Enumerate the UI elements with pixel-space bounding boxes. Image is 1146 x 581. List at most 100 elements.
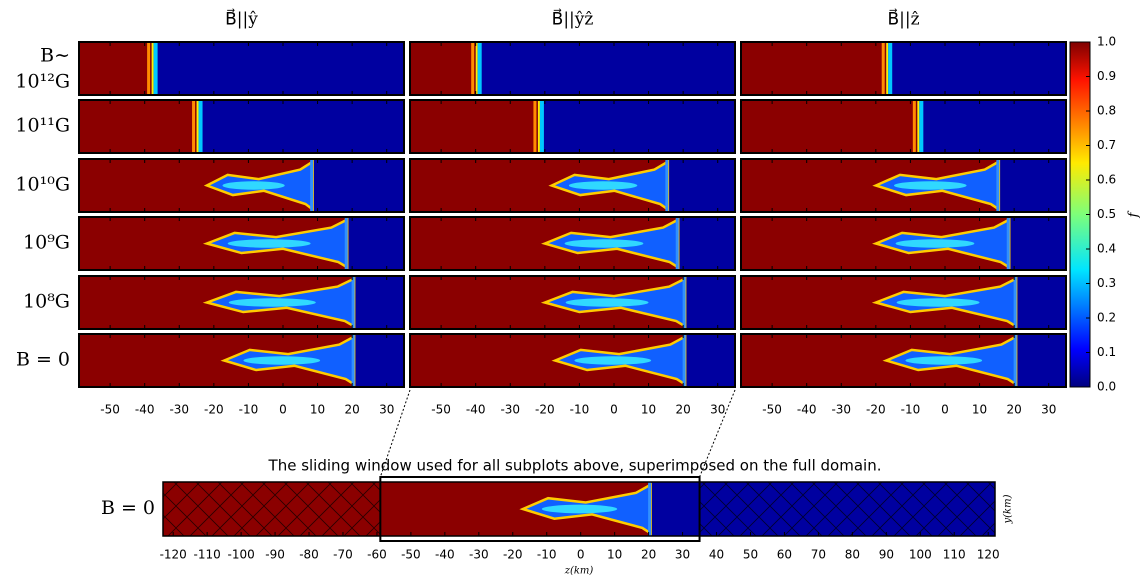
- x-tick-label: -100: [227, 548, 254, 562]
- heatmap-panel: [409, 333, 736, 388]
- finger-core: [222, 181, 285, 190]
- inset-panel: [162, 481, 996, 537]
- region-low: [886, 42, 1066, 95]
- heatmap-panel: [409, 41, 736, 96]
- finger-core: [568, 181, 638, 190]
- x-tick-label: 30: [710, 403, 725, 417]
- heatmap-panel: [78, 275, 405, 330]
- heatmap-field: [410, 276, 735, 329]
- x-tick-label: 0: [941, 403, 949, 417]
- region-low: [683, 334, 735, 387]
- x-tick-label: -40: [135, 403, 155, 417]
- heatmap-field: [741, 100, 1066, 153]
- inset-title: The sliding window used for all subplots…: [268, 457, 882, 475]
- hatch: [699, 482, 995, 536]
- x-tick-label: -50: [431, 403, 451, 417]
- x-tick-label: 10: [310, 403, 325, 417]
- heatmap-field: [741, 42, 1066, 95]
- colorbar-tick-label: 0.5: [1097, 207, 1116, 221]
- heatmap-field: [79, 217, 404, 270]
- x-tick-label: 10: [972, 403, 987, 417]
- x-tick-label: -50: [401, 548, 421, 562]
- heatmap-panel: [78, 333, 405, 388]
- finger-core: [243, 356, 321, 365]
- window-connector: [379, 389, 411, 478]
- finger-core: [565, 298, 649, 307]
- row-label: 10⁹G: [23, 232, 70, 254]
- x-tick-label: -90: [265, 548, 285, 562]
- x-tick-label: -30: [500, 403, 520, 417]
- region-low: [917, 100, 1066, 153]
- colorbar-tick-label: 0.0: [1097, 380, 1116, 394]
- x-tick-label: -120: [160, 548, 187, 562]
- heatmap-panel: [740, 158, 1067, 213]
- heatmap-field: [410, 334, 735, 387]
- row-label: B = 0: [16, 349, 70, 371]
- sliding-window: [379, 476, 701, 542]
- region-low: [352, 276, 404, 329]
- finger-core: [896, 298, 980, 307]
- heatmap-field: [410, 42, 735, 95]
- region-low: [196, 100, 404, 153]
- x-tick-label: 20: [641, 548, 656, 562]
- heatmap-panel: [409, 275, 736, 330]
- region-low: [1014, 334, 1066, 387]
- colorbar-tick-label: 0.6: [1097, 173, 1116, 187]
- x-tick-label: 70: [811, 548, 826, 562]
- finger-core: [228, 298, 316, 307]
- x-tick-label: 40: [709, 548, 724, 562]
- region-low: [310, 159, 404, 212]
- x-tick-label: 20: [675, 403, 690, 417]
- heatmap-panel: [78, 158, 405, 213]
- x-tick-label: 90: [879, 548, 894, 562]
- heatmap-panel: [78, 216, 405, 271]
- x-tick-label: -80: [299, 548, 319, 562]
- heatmap-field: [79, 159, 404, 212]
- heatmap-panel: [409, 158, 736, 213]
- x-tick-label: -30: [831, 403, 851, 417]
- colorbar-tick-label: 0.4: [1097, 242, 1116, 256]
- x-axis-label: z(km): [564, 566, 594, 577]
- x-tick-label: 30: [379, 403, 394, 417]
- y-axis-label: y(km): [1003, 494, 1014, 524]
- row-label: 10¹¹G: [15, 115, 70, 137]
- heatmap-field: [410, 159, 735, 212]
- row-label: 10¹⁰G: [15, 174, 70, 196]
- colorbar-label: f: [1127, 210, 1142, 218]
- x-tick-label: 20: [1006, 403, 1021, 417]
- x-tick-label: -10: [537, 548, 557, 562]
- heatmap-field: [410, 217, 735, 270]
- colorbar-tick-label: 0.9: [1097, 69, 1116, 83]
- heatmap-field: [79, 42, 404, 95]
- x-tick-label: -40: [435, 548, 455, 562]
- x-tick-label: -20: [204, 403, 224, 417]
- x-tick-label: 0: [279, 403, 287, 417]
- x-tick-label: -60: [367, 548, 387, 562]
- region-low: [537, 100, 735, 153]
- heatmap-panel: [78, 99, 405, 154]
- x-tick-label: -20: [866, 403, 886, 417]
- finger-core: [574, 356, 652, 365]
- colorbar-tick-label: 0.7: [1097, 138, 1116, 152]
- row-label: 10¹²G: [15, 71, 70, 93]
- column-title: B⃗||ẑ: [887, 8, 919, 29]
- region-low: [1007, 217, 1066, 270]
- x-tick-label: 100: [909, 548, 932, 562]
- x-tick-label: -110: [194, 548, 221, 562]
- region-low: [683, 276, 735, 329]
- x-tick-label: 80: [845, 548, 860, 562]
- region-low: [151, 42, 404, 95]
- region-low: [345, 217, 404, 270]
- heatmap-panel: [409, 216, 736, 271]
- x-tick-label: 30: [675, 548, 690, 562]
- hatch: [163, 482, 381, 536]
- finger-core: [895, 239, 975, 248]
- region-low: [1014, 276, 1066, 329]
- heatmap-panel: [740, 99, 1067, 154]
- colorbar-tick-label: 0.8: [1097, 104, 1116, 118]
- heatmap-panel: [740, 216, 1067, 271]
- x-tick-label: -40: [797, 403, 817, 417]
- x-tick-label: -70: [333, 548, 353, 562]
- region-low: [996, 159, 1066, 212]
